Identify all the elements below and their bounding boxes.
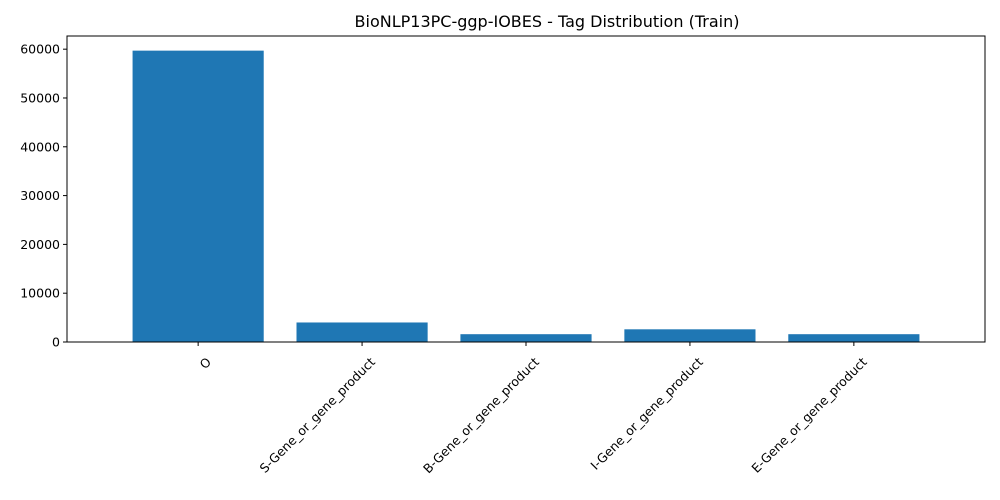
y-tick-label: 30000: [20, 188, 60, 203]
bar-b-gene-or-gene-product: [460, 334, 592, 342]
chart-title: BioNLP13PC-ggp-IOBES - Tag Distribution …: [355, 12, 740, 31]
x-axis: O S-Gene_or_gene_product B-Gene_or_gene_pr…: [196, 342, 870, 476]
x-tick-label: S-Gene_or_gene_product: [257, 354, 379, 476]
bar-s-gene-or-gene-product: [296, 322, 428, 342]
x-tick-label: I-Gene_or_gene_product: [587, 354, 706, 473]
y-tick-label: 0: [52, 335, 60, 350]
y-tick-label: 20000: [20, 237, 60, 252]
y-axis: 0 10000 20000 30000 40000 50000 60000: [20, 42, 67, 350]
x-tick-label: B-Gene_or_gene_product: [420, 354, 542, 476]
y-tick-label: 60000: [20, 42, 60, 57]
bar-o: [132, 50, 264, 343]
x-tick-label: O: [196, 354, 214, 372]
x-tick-label: E-Gene_or_gene_product: [748, 354, 869, 475]
y-tick-label: 10000: [20, 286, 60, 301]
bar-i-gene-or-gene-product: [624, 329, 756, 342]
plot-frame: [66, 35, 986, 343]
bars-group: [132, 50, 920, 343]
bar-e-gene-or-gene-product: [788, 334, 920, 342]
y-tick-label: 40000: [20, 139, 60, 154]
y-tick-label: 50000: [20, 90, 60, 105]
